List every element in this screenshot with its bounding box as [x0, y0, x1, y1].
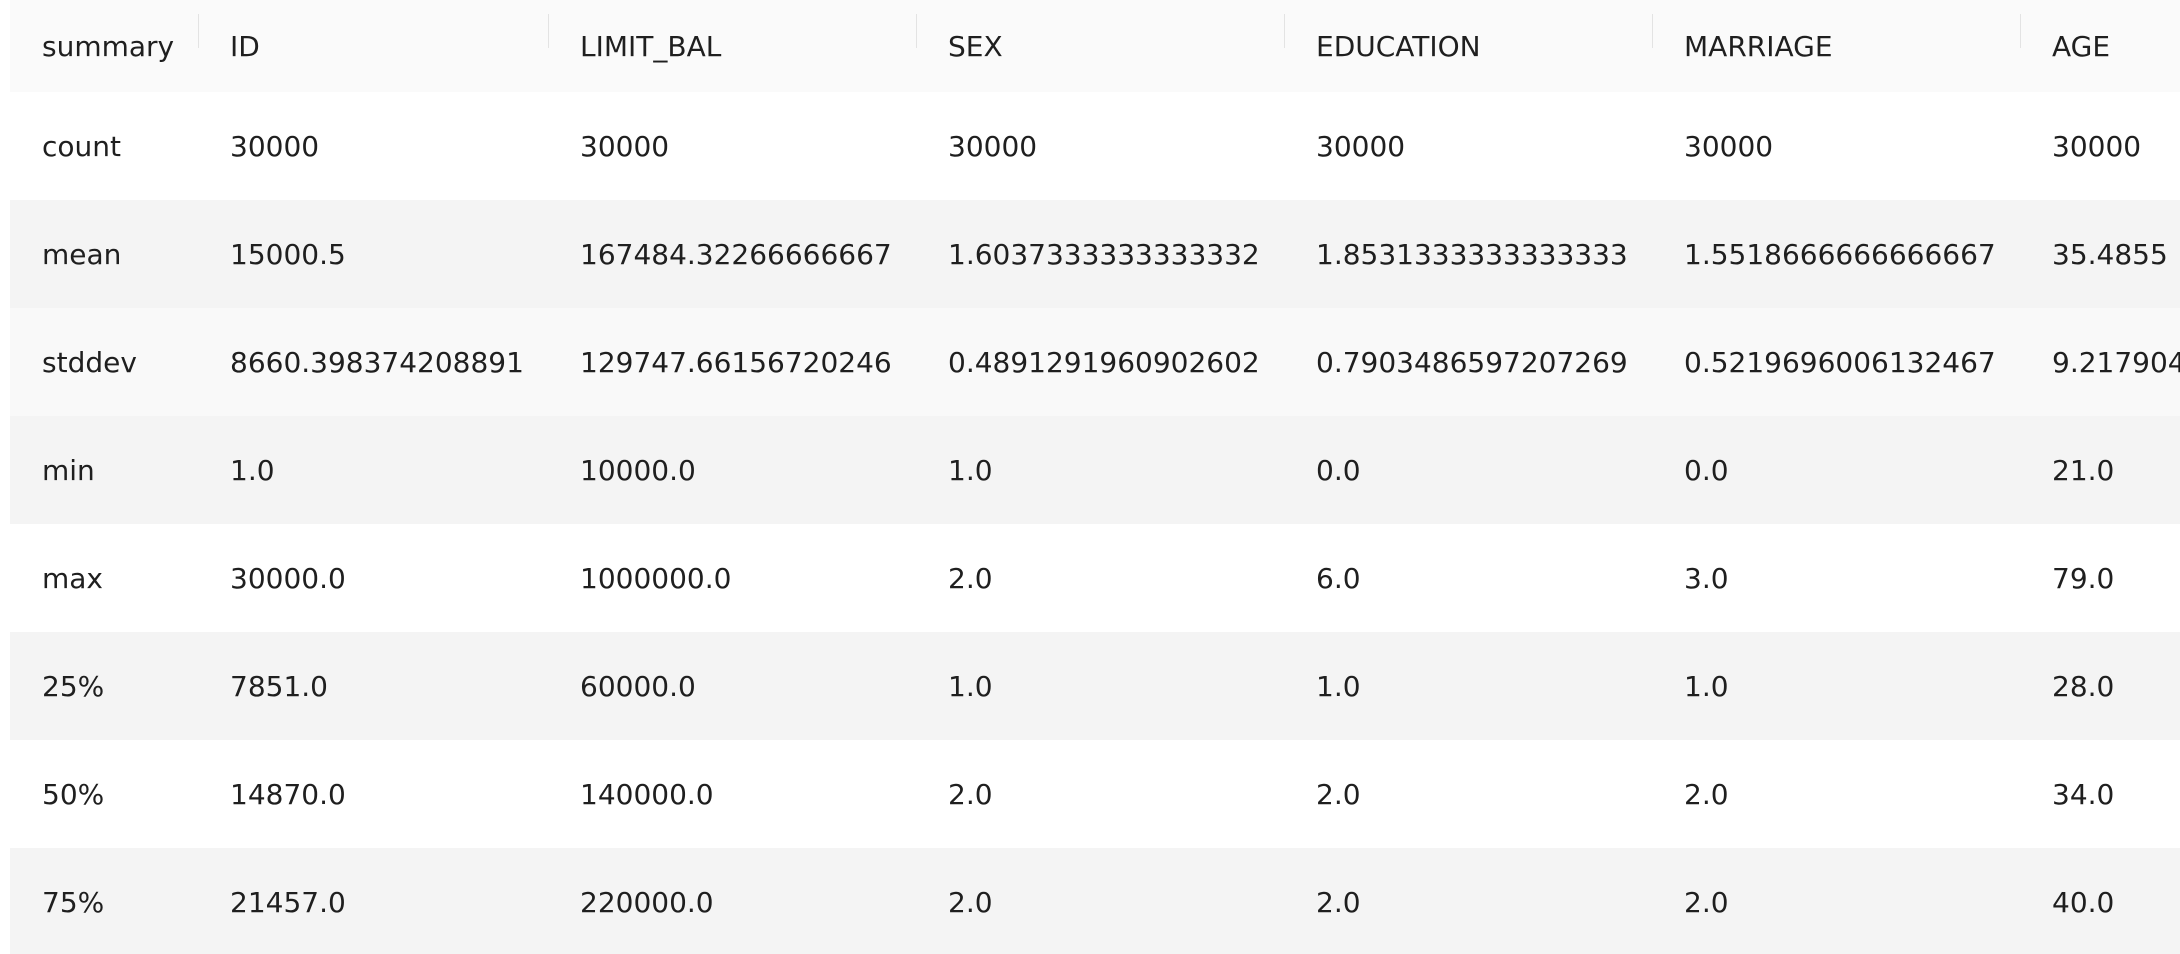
table-cell: max — [10, 524, 198, 632]
table-cell: 1.0 — [916, 416, 1284, 524]
table-row-max: max 30000.0 1000000.0 2.0 6.0 3.0 79.0 — [10, 524, 2180, 632]
table-row-mean: mean 15000.5 167484.32266666667 1.603733… — [10, 200, 2180, 308]
table-cell: 1.0 — [1284, 632, 1652, 740]
table-cell: 140000.0 — [548, 740, 916, 848]
table-cell: min — [10, 416, 198, 524]
table-cell: 129747.66156720246 — [548, 308, 916, 416]
table-cell: 30000.0 — [198, 524, 548, 632]
table-cell: 14870.0 — [198, 740, 548, 848]
table-cell: 15000.5 — [198, 200, 548, 308]
table-cell: 30000 — [198, 92, 548, 200]
table-cell: 1000000.0 — [548, 524, 916, 632]
table-cell: 40.0 — [2020, 848, 2180, 954]
table-cell: 30000 — [2020, 92, 2180, 200]
table-cell: 30000 — [1284, 92, 1652, 200]
table-cell: 34.0 — [2020, 740, 2180, 848]
table-cell: 30000 — [1652, 92, 2020, 200]
table-row-count: count 30000 30000 30000 30000 30000 3000… — [10, 92, 2180, 200]
table-cell: 0.0 — [1652, 416, 2020, 524]
table-cell: 30000 — [548, 92, 916, 200]
table-cell: mean — [10, 200, 198, 308]
column-header-limit-bal[interactable]: LIMIT_BAL — [548, 0, 916, 92]
table-cell: 21.0 — [2020, 416, 2180, 524]
table-cell: 28.0 — [2020, 632, 2180, 740]
table-cell: 60000.0 — [548, 632, 916, 740]
table-cell: 2.0 — [916, 848, 1284, 954]
table-cell: 2.0 — [916, 740, 1284, 848]
table-cell: 1.8531333333333333 — [1284, 200, 1652, 308]
column-header-age[interactable]: AGE — [2020, 0, 2180, 92]
table-cell: 50% — [10, 740, 198, 848]
table-cell: 0.5219696006132467 — [1652, 308, 2020, 416]
table-cell: 3.0 — [1652, 524, 2020, 632]
table-cell: 1.0 — [1652, 632, 2020, 740]
table-row-stddev: stddev 8660.398374208891 129747.66156720… — [10, 308, 2180, 416]
table-cell: 2.0 — [916, 524, 1284, 632]
table-cell: 0.4891291960902602 — [916, 308, 1284, 416]
column-header-marriage[interactable]: MARRIAGE — [1652, 0, 2020, 92]
table-cell: 35.4855 — [2020, 200, 2180, 308]
header-row: summary ID LIMIT_BAL SEX EDUCATION MARRI… — [10, 0, 2180, 92]
summary-statistics-table: summary ID LIMIT_BAL SEX EDUCATION MARRI… — [10, 0, 2180, 954]
column-header-education[interactable]: EDUCATION — [1284, 0, 1652, 92]
table-cell: 167484.32266666667 — [548, 200, 916, 308]
table-cell: 1.5518666666666667 — [1652, 200, 2020, 308]
table-cell: 220000.0 — [548, 848, 916, 954]
table-cell: 0.7903486597207269 — [1284, 308, 1652, 416]
table-cell: 1.6037333333333332 — [916, 200, 1284, 308]
table-row-50-percent: 50% 14870.0 140000.0 2.0 2.0 2.0 34.0 — [10, 740, 2180, 848]
table-cell: 21457.0 — [198, 848, 548, 954]
table-cell: 6.0 — [1284, 524, 1652, 632]
table-cell: 7851.0 — [198, 632, 548, 740]
table-cell: 2.0 — [1284, 740, 1652, 848]
table-cell: 9.217904 — [2020, 308, 2180, 416]
table-cell: 2.0 — [1284, 848, 1652, 954]
table-cell: 8660.398374208891 — [198, 308, 548, 416]
table-cell: 25% — [10, 632, 198, 740]
table-cell: 1.0 — [198, 416, 548, 524]
table-header: summary ID LIMIT_BAL SEX EDUCATION MARRI… — [10, 0, 2180, 92]
table-body: count 30000 30000 30000 30000 30000 3000… — [10, 92, 2180, 954]
table-cell: 2.0 — [1652, 848, 2020, 954]
table-cell: 30000 — [916, 92, 1284, 200]
table-cell: count — [10, 92, 198, 200]
table-row-75-percent: 75% 21457.0 220000.0 2.0 2.0 2.0 40.0 — [10, 848, 2180, 954]
table-cell: 2.0 — [1652, 740, 2020, 848]
table-cell: 75% — [10, 848, 198, 954]
table-cell: 10000.0 — [548, 416, 916, 524]
column-header-id[interactable]: ID — [198, 0, 548, 92]
table-row-min: min 1.0 10000.0 1.0 0.0 0.0 21.0 — [10, 416, 2180, 524]
table-cell: 0.0 — [1284, 416, 1652, 524]
column-header-sex[interactable]: SEX — [916, 0, 1284, 92]
table-row-25-percent: 25% 7851.0 60000.0 1.0 1.0 1.0 28.0 — [10, 632, 2180, 740]
table-cell: stddev — [10, 308, 198, 416]
table-cell: 79.0 — [2020, 524, 2180, 632]
summary-table-viewport[interactable]: summary ID LIMIT_BAL SEX EDUCATION MARRI… — [10, 0, 2180, 954]
column-header-summary[interactable]: summary — [10, 0, 198, 92]
table-cell: 1.0 — [916, 632, 1284, 740]
